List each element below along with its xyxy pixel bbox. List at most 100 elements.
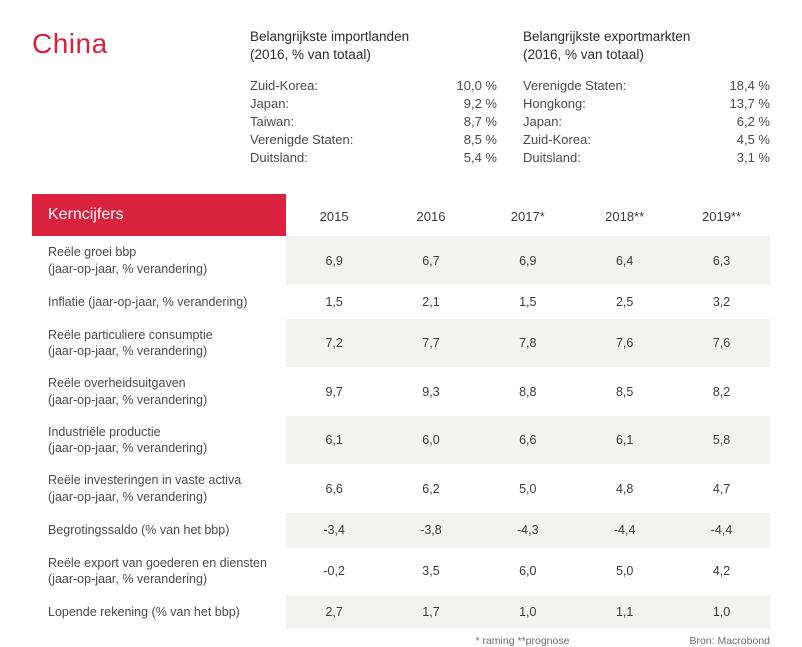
export-label: Hongkong: (523, 96, 586, 111)
export-value: 3,1 % (737, 150, 770, 165)
import-row: Verenigde Staten: 8,5 % (250, 132, 497, 147)
cell-value: 6,0 (383, 416, 480, 465)
cell-value: -4,3 (479, 513, 576, 547)
import-row: Zuid-Korea: 10,0 % (250, 78, 497, 93)
import-value: 8,5 % (464, 132, 497, 147)
table-header-label: Kerncijfers (32, 194, 286, 236)
import-label: Japan: (250, 96, 289, 111)
exports-list: Verenigde Staten: 18,4 % Hongkong:13,7 % Ja… (523, 78, 770, 165)
export-value: 18,4 % (730, 78, 770, 93)
row-label: Reële investeringen in vaste activa(jaar… (32, 464, 286, 513)
export-label: Verenigde Staten: (523, 78, 626, 93)
import-label: Zuid-Korea: (250, 78, 318, 93)
cell-value: 1,7 (383, 595, 480, 629)
cell-value: 1,5 (286, 285, 383, 319)
cell-value: 3,5 (383, 547, 480, 596)
row-label: Reële groei bbp(jaar-op-jaar, % verander… (32, 236, 286, 285)
row-label: Lopende rekening (% van het bbp) (32, 595, 286, 629)
key-figures-table: Kerncijfers 2015 2016 2017* 2018** 2019*… (32, 194, 770, 629)
cell-value: 6,7 (383, 236, 480, 285)
import-row: Japan: 9,2 % (250, 96, 497, 111)
row-label: Reële particuliere consumptie(jaar-op-ja… (32, 319, 286, 368)
imports-list: Zuid-Korea: 10,0 % Japan: 9,2 % Taiwan:8,7 %… (250, 78, 497, 165)
imports-column: Belangrijkste importlanden (2016, % van … (250, 28, 497, 168)
cell-value: -3,8 (383, 513, 480, 547)
export-row: Duitsland:3,1 % (523, 150, 770, 165)
table-row: Lopende rekening (% van het bbp)2,71,71,… (32, 595, 770, 629)
year-2015: 2015 (286, 194, 383, 236)
table-row: Inflatie (jaar-op-jaar, % verandering)1,… (32, 285, 770, 319)
cell-value: 6,1 (576, 416, 673, 465)
row-label: Inflatie (jaar-op-jaar, % verandering) (32, 285, 286, 319)
cell-value: 5,8 (673, 416, 770, 465)
country-title: China (32, 28, 224, 60)
import-value: 10,0 % (457, 78, 497, 93)
cell-value: 4,7 (673, 464, 770, 513)
exports-column: Belangrijkste exportmarkten (2016, % van… (523, 28, 770, 168)
table-header-row: Kerncijfers 2015 2016 2017* 2018** 2019*… (32, 194, 770, 236)
cell-value: 1,0 (479, 595, 576, 629)
export-value: 6,2 % (737, 114, 770, 129)
cell-value: 7,6 (576, 319, 673, 368)
import-value: 5,4 % (464, 150, 497, 165)
exports-header-l2: (2016, % van totaal) (523, 47, 644, 62)
cell-value: 6,4 (576, 236, 673, 285)
cell-value: 8,5 (576, 367, 673, 416)
cell-value: 8,2 (673, 367, 770, 416)
cell-value: 6,6 (286, 464, 383, 513)
cell-value: -3,4 (286, 513, 383, 547)
cell-value: 5,0 (576, 547, 673, 596)
table-row: Begrotingssaldo (% van het bbp)-3,4-3,8-… (32, 513, 770, 547)
export-row: Hongkong:13,7 % (523, 96, 770, 111)
row-label: Reële export van goederen en diensten(ja… (32, 547, 286, 596)
row-label: Begrotingssaldo (% van het bbp) (32, 513, 286, 547)
cell-value: 7,8 (479, 319, 576, 368)
year-2019: 2019** (673, 194, 770, 236)
cell-value: 4,8 (576, 464, 673, 513)
cell-value: 9,7 (286, 367, 383, 416)
top-block: China Belangrijkste importlanden (2016, … (32, 28, 770, 168)
year-2017: 2017* (479, 194, 576, 236)
table-row: Reële particuliere consumptie(jaar-op-ja… (32, 319, 770, 368)
cell-value: 1,0 (673, 595, 770, 629)
import-label: Verenigde Staten: (250, 132, 353, 147)
cell-value: 6,9 (479, 236, 576, 285)
footnote: * raming **prognose Bron: Macrobond (32, 635, 770, 647)
footnote-right: Bron: Macrobond (689, 635, 770, 647)
cell-value: 3,2 (673, 285, 770, 319)
export-row: Japan:6,2 % (523, 114, 770, 129)
cell-value: -4,4 (576, 513, 673, 547)
imports-header: Belangrijkste importlanden (2016, % van … (250, 28, 497, 64)
import-value: 9,2 % (464, 96, 497, 111)
row-label: Reële overheidsuitgaven(jaar-op-jaar, % … (32, 367, 286, 416)
exports-header: Belangrijkste exportmarkten (2016, % van… (523, 28, 770, 64)
cell-value: 6,6 (479, 416, 576, 465)
cell-value: 6,3 (673, 236, 770, 285)
import-row: Taiwan:8,7 % (250, 114, 497, 129)
cell-value: 4,2 (673, 547, 770, 596)
cell-value: 5,0 (479, 464, 576, 513)
table-row: Reële investeringen in vaste activa(jaar… (32, 464, 770, 513)
cell-value: 2,7 (286, 595, 383, 629)
imports-header-l2: (2016, % van totaal) (250, 47, 371, 62)
title-column: China (32, 28, 224, 168)
cell-value: 9,3 (383, 367, 480, 416)
cell-value: 1,1 (576, 595, 673, 629)
row-label: Industriële productie(jaar-op-jaar, % ve… (32, 416, 286, 465)
cell-value: -4,4 (673, 513, 770, 547)
export-label: Zuid-Korea: (523, 132, 591, 147)
table-row: Reële groei bbp(jaar-op-jaar, % verander… (32, 236, 770, 285)
imports-header-l1: Belangrijkste importlanden (250, 29, 409, 44)
import-value: 8,7 % (464, 114, 497, 129)
footnote-left: * raming **prognose (475, 635, 569, 647)
export-row: Verenigde Staten: 18,4 % (523, 78, 770, 93)
cell-value: 7,2 (286, 319, 383, 368)
cell-value: 1,5 (479, 285, 576, 319)
export-value: 4,5 % (737, 132, 770, 147)
cell-value: 6,1 (286, 416, 383, 465)
cell-value: 7,7 (383, 319, 480, 368)
cell-value: 6,9 (286, 236, 383, 285)
cell-value: 2,1 (383, 285, 480, 319)
cell-value: -0,2 (286, 547, 383, 596)
year-2018: 2018** (576, 194, 673, 236)
